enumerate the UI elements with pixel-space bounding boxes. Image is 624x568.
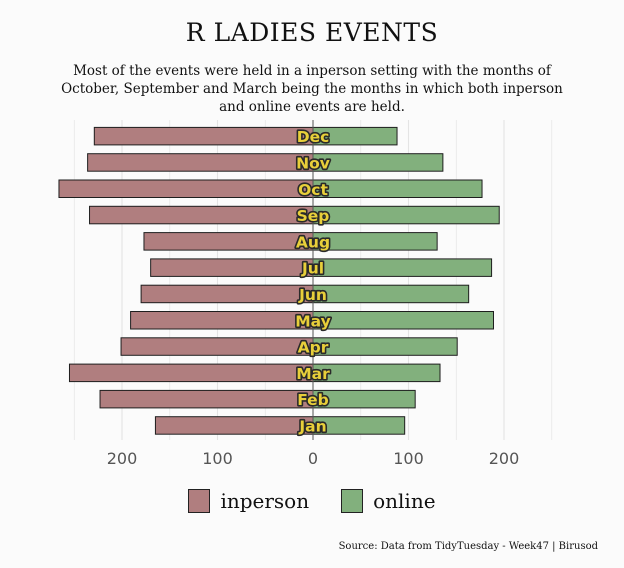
bar-online-jun xyxy=(312,284,470,304)
bar-inperson-jun xyxy=(140,284,314,304)
bar-inperson-dec xyxy=(93,126,314,146)
bar-online-mar xyxy=(312,363,441,383)
bar-inperson-nov xyxy=(87,153,314,172)
bar-online-sep xyxy=(312,205,500,225)
month-label-oct: Oct xyxy=(298,181,328,199)
bar-inperson-may xyxy=(130,311,314,330)
month-label-mar: Mar xyxy=(296,365,330,383)
bar-online-apr xyxy=(312,337,458,356)
bar-inperson-jan xyxy=(154,416,314,435)
bar-online-oct xyxy=(312,179,483,198)
bar-inperson-apr xyxy=(120,337,314,356)
chart-title: R LADIES EVENTS xyxy=(185,18,439,47)
source-caption: Source: Data from TidyTuesday - Week47 |… xyxy=(338,541,598,552)
x-tick-label: 100 xyxy=(202,449,233,468)
month-label-jun: Jun xyxy=(298,286,327,304)
month-label-nov: Nov xyxy=(296,154,330,172)
legend-label-online: online xyxy=(373,489,436,513)
legend-swatch-inperson xyxy=(188,489,211,513)
x-tick-label: 200 xyxy=(107,449,138,468)
month-label-dec: Dec xyxy=(297,128,330,146)
month-label-may: May xyxy=(295,312,331,330)
bar-online-may xyxy=(312,311,494,330)
bar-inperson-mar xyxy=(68,363,314,383)
legend: inperson online xyxy=(0,489,624,513)
bar-inperson-jul xyxy=(150,258,314,277)
month-label-apr: Apr xyxy=(298,339,329,357)
legend-item-inperson: inperson xyxy=(188,489,309,513)
legend-swatch-online xyxy=(341,489,364,513)
month-label-jan: Jan xyxy=(298,417,326,435)
x-tick-label: 200 xyxy=(489,449,520,468)
bar-online-nov xyxy=(312,153,444,172)
month-label-jul: Jul xyxy=(301,260,324,278)
bar-inperson-sep xyxy=(89,205,314,225)
x-tick-label: 0 xyxy=(308,449,318,468)
legend-label-inperson: inperson xyxy=(220,489,310,513)
bar-online-jul xyxy=(312,258,493,277)
bar-inperson-aug xyxy=(143,232,314,251)
legend-item-online: online xyxy=(341,489,436,513)
month-label-sep: Sep xyxy=(297,207,330,225)
bar-inperson-feb xyxy=(99,389,314,409)
month-label-feb: Feb xyxy=(297,391,329,409)
x-tick-label: 100 xyxy=(393,449,424,468)
bar-online-jan xyxy=(312,416,406,435)
chart-subtitle: Most of the events were held in a inpers… xyxy=(61,63,563,115)
bar-inperson-oct xyxy=(58,179,314,198)
bar-online-aug xyxy=(312,232,438,251)
month-label-aug: Aug xyxy=(296,233,330,251)
